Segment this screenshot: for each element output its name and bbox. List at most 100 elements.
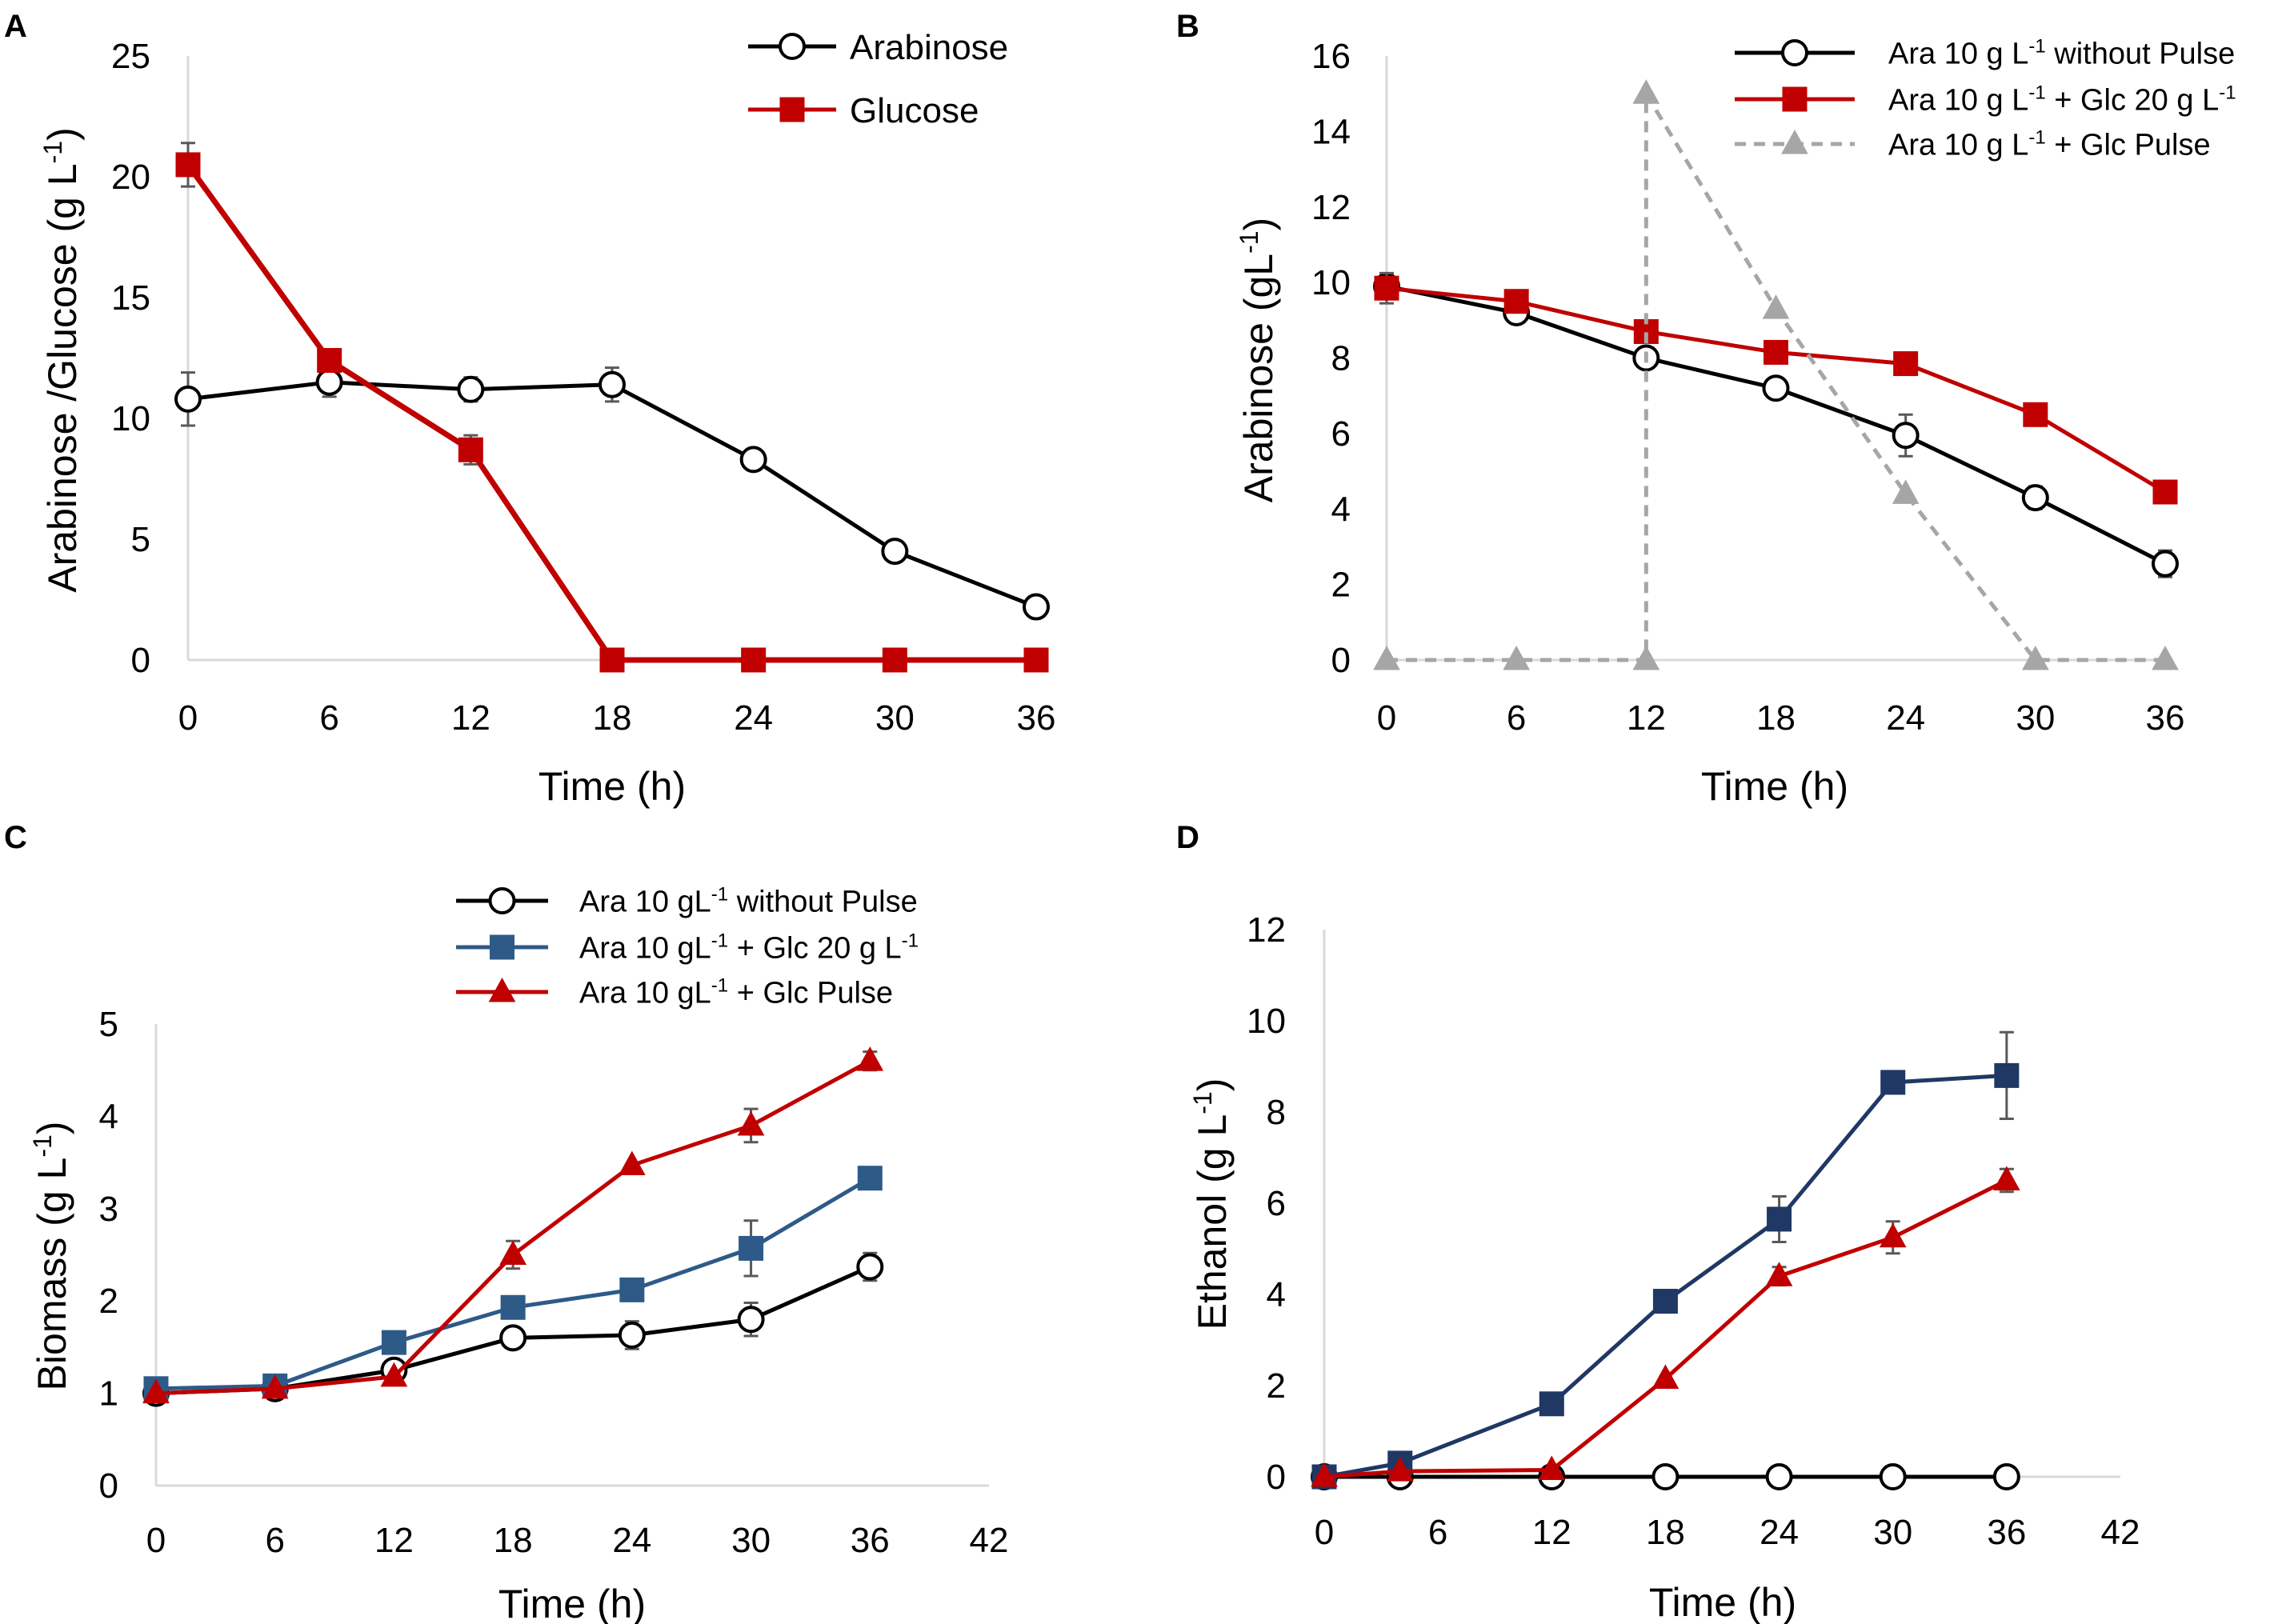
panel-d-x-tick-label: 6: [1428, 1513, 1447, 1552]
panel-label-b: B: [1176, 9, 1199, 44]
panel-d-x-tick-label: 30: [1873, 1513, 1912, 1552]
panel-b-series-1-line: [1386, 284, 2167, 566]
panel-c-legend-label-part: Ara 10 gL: [579, 932, 711, 966]
panel-b-series-2: [1374, 271, 2178, 505]
panel-d-series-3-point: [1311, 1462, 1338, 1487]
panel-a-y-axis-title-text: Arabinose /Glucose (g L: [40, 163, 85, 592]
panel-b-series-3-point: [2152, 645, 2179, 670]
panel-a-legend-label: Glucose: [850, 91, 979, 130]
panel-d-series-3: [1311, 1166, 2020, 1487]
panel-b-x-tick-label: 0: [1377, 698, 1396, 738]
panel-b-series-3-point: [1503, 645, 1531, 670]
panel-b-y-tick-label: 10: [1311, 263, 1351, 302]
panel-d-y-tick-label: 6: [1267, 1184, 1286, 1223]
panel-label-c: C: [4, 820, 27, 855]
panel-d-series-3-point: [1765, 1262, 1793, 1286]
panel-d-y-tick-label: 10: [1247, 1002, 1286, 1041]
panel-b-y-tick-label: 12: [1311, 188, 1351, 227]
panel-b-series-2-point: [1893, 351, 1919, 377]
panel-b-series-3-line: [1387, 86, 2165, 662]
panel-c-y-axis-title-end: ): [30, 1122, 74, 1135]
panel-b-x-tick-label: 18: [1756, 698, 1796, 738]
panel-c-x-tick-label: 24: [612, 1521, 651, 1560]
panel-c-series-3-point: [619, 1150, 646, 1176]
panel-d-x-tick-label: 36: [1987, 1513, 2026, 1552]
panel-c-series-1-point: [499, 1324, 527, 1352]
panel-b-legend-label-part: -1: [2028, 127, 2045, 149]
panel-c-y-tick-label: 5: [99, 1005, 118, 1044]
panel-a-series-2-point: [317, 348, 342, 374]
panel-d-series-3-point: [1993, 1166, 2020, 1190]
panel-c-series-2-point: [500, 1294, 526, 1320]
panel-a-y-tick-label: 20: [111, 158, 150, 197]
panel-a-x-tick-label: 0: [178, 698, 198, 738]
panel-c-series-1-point: [856, 1253, 884, 1281]
panel-d-y-tick-label: 0: [1267, 1458, 1286, 1497]
panel-a-series-2-point: [458, 437, 483, 462]
panel-d-series-3-point: [1386, 1457, 1414, 1482]
panel-d-series-1-point: [1992, 1463, 2020, 1490]
panel-d-y-axis-title-text: Ethanol (g L: [1190, 1114, 1235, 1330]
panel-a-y-tick-label: 10: [111, 399, 150, 438]
panel-c-x-axis-title: Time (h): [498, 1582, 646, 1624]
panel-b-series-3-point: [2021, 645, 2049, 670]
panel-c-x-tick-label: 18: [494, 1521, 533, 1560]
panel-d-series-2-line: [1323, 1073, 2008, 1479]
panel-b-series-2-point: [1764, 339, 1788, 365]
panel-c-series-2: [143, 1166, 883, 1402]
panel-c-x-tick-label: 30: [731, 1521, 771, 1560]
panel-b-legend-marker: [1781, 129, 1808, 154]
panel-b-legend-marker: [1782, 86, 1808, 112]
panel-c-legend-label-part: -1: [711, 884, 728, 906]
panel-c-legend-marker: [488, 887, 516, 914]
panel-a-x-tick-label: 12: [451, 698, 490, 738]
panel-b-series-3-point: [1632, 645, 1660, 670]
panel-a-series-2-point: [175, 152, 201, 178]
panel-a-series-1-line: [187, 380, 1037, 609]
panel-d-series-3-point: [1538, 1455, 1566, 1480]
panel-d-series-2: [1311, 1030, 2020, 1490]
panel-c-legend-label-part: -1: [711, 930, 728, 952]
panel-d-series-2-point: [1652, 1289, 1678, 1314]
panel-d-series-1-point: [1765, 1463, 1793, 1490]
panel-b-y-tick-label: 6: [1331, 414, 1351, 454]
panel-d-y-tick-label: 12: [1247, 910, 1286, 950]
panel-b-x-tick-label: 6: [1507, 698, 1526, 738]
panel-a-x-tick-label: 36: [1017, 698, 1056, 738]
panel-c-series-3-point: [737, 1110, 765, 1136]
panel-d-series-1-point: [1879, 1463, 1907, 1490]
panel-b-series-2-point: [2023, 402, 2048, 427]
panel-c-series-1: [142, 1251, 884, 1407]
panel-c-series-3-point: [499, 1240, 526, 1265]
panel-b-series-1-point: [2021, 484, 2049, 512]
panel-c-y-axis-title-text: Biomass (g L: [30, 1158, 74, 1391]
panel-c-series-1-point: [737, 1306, 765, 1334]
panel-b-legend-label-part: without Pulse: [2046, 38, 2236, 71]
panel-b-series-3: [1373, 79, 2179, 670]
panel-b-legend-label-part: -1: [2028, 82, 2045, 104]
panel-b-legend-marker: [1781, 39, 1808, 66]
panel-b-series-3-point: [1373, 645, 1400, 670]
panel-b-x-axis-title: Time (h): [1701, 764, 1848, 809]
panel-a-series-2: [175, 142, 1049, 673]
panel-a-series-1-point: [739, 446, 767, 474]
panel-c-series-2-point: [381, 1330, 406, 1355]
panel-c-y-tick-label: 2: [99, 1282, 118, 1321]
panel-d-series-2-point: [1994, 1062, 2020, 1088]
panel-b-legend-label: Ara 10 g L-1 + Glc Pulse: [1888, 127, 2211, 162]
panel-a-x-tick-label: 30: [875, 698, 915, 738]
panel-c-series-2-point: [857, 1166, 883, 1191]
panel-a-legend-marker: [779, 33, 806, 60]
panel-c-x-tick-label: 6: [265, 1521, 284, 1560]
panel-d-y-tick-label: 8: [1267, 1093, 1286, 1132]
panel-c-legend-marker: [488, 977, 516, 1002]
panel-b-y-tick-label: 4: [1331, 490, 1351, 529]
panel-label-d: D: [1176, 820, 1199, 855]
panel-c-x-tick-label: 36: [851, 1521, 890, 1560]
panel-a-legend-marker: [779, 97, 805, 122]
panel-c-series-3-point: [261, 1374, 289, 1399]
panel-b-y-tick-label: 2: [1331, 566, 1351, 605]
